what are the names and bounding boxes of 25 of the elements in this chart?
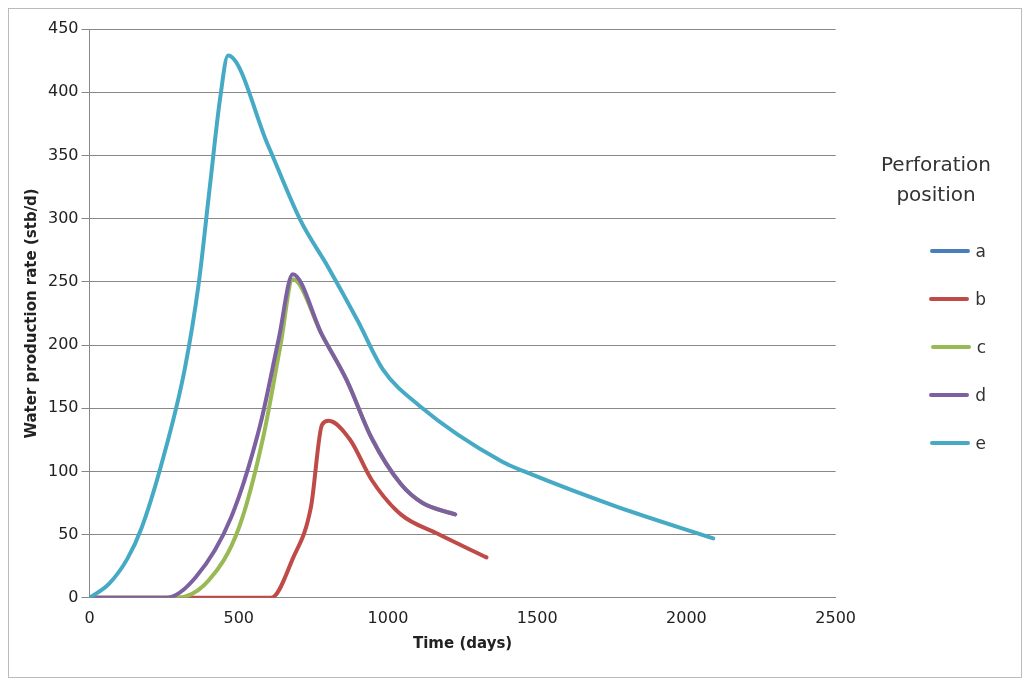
legend-label: c (976, 337, 986, 357)
legend-title: Perforation position (880, 151, 992, 208)
y-tick-label: 0 (68, 586, 79, 606)
x-tick-label: 2000 (666, 607, 707, 627)
legend-label: a (975, 241, 986, 261)
line-series (89, 53, 716, 598)
legend-label: d (975, 385, 986, 405)
y-tick-label: 50 (58, 523, 79, 543)
x-axis-title: Time (days) (412, 633, 513, 652)
legend-label: e (975, 433, 986, 453)
y-axis-title: Water production rate (stb/d) (21, 188, 40, 439)
y-tick-label: 250 (47, 270, 79, 290)
x-tick-label: 500 (223, 607, 255, 627)
legend-label: b (975, 289, 986, 309)
y-tick-label: 150 (47, 397, 79, 417)
y-tick-label: 300 (47, 207, 79, 227)
x-tick-label: 1000 (367, 607, 409, 627)
x-tick-label: 2500 (815, 607, 856, 627)
y-tick-label: 450 (47, 18, 79, 38)
y-tick-label: 200 (47, 334, 79, 354)
x-tick-label: 1500 (516, 607, 558, 627)
y-tick-label: 100 (47, 460, 79, 480)
y-tick-label: 400 (47, 81, 79, 101)
x-tick-label: 0 (84, 607, 95, 627)
y-tick-label: 350 (47, 144, 79, 164)
